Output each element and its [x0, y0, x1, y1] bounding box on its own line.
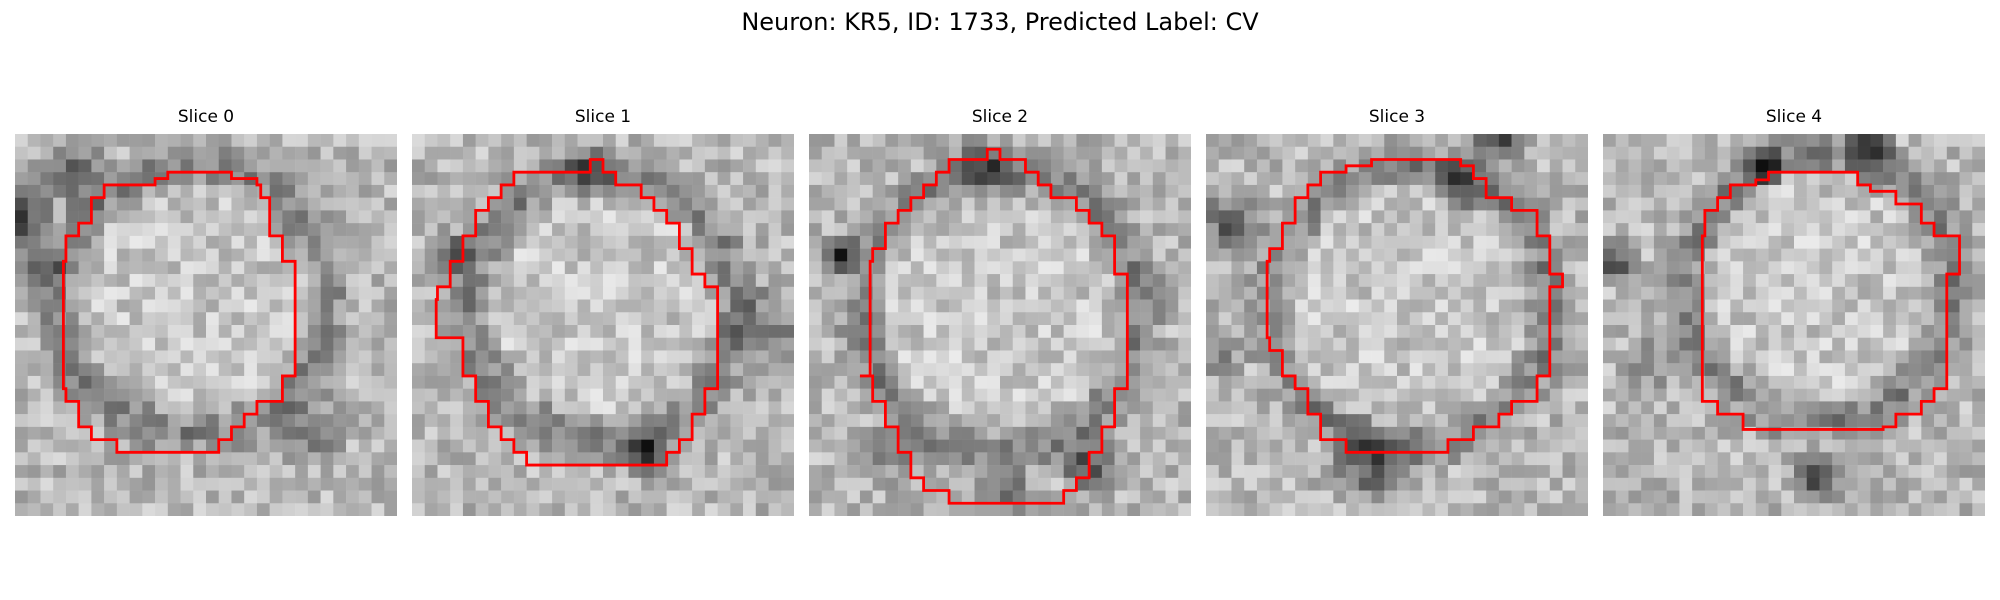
neuron-contour — [61, 170, 297, 454]
slice-panel-0: Slice 0 — [15, 106, 397, 516]
slice-image — [412, 134, 794, 516]
pixel-grid — [1206, 134, 1588, 516]
slice-panel-4: Slice 4 — [1603, 106, 1985, 516]
slice-title: Slice 2 — [971, 107, 1029, 127]
slice-title: Slice 0 — [177, 107, 235, 127]
pixel-grid — [15, 134, 397, 516]
slice-panel-2: Slice 2 — [809, 106, 1191, 516]
slice-image — [1603, 134, 1985, 516]
neuron-contour — [859, 147, 1129, 505]
slice-image — [15, 134, 397, 516]
slice-panel-1: Slice 1 — [412, 106, 794, 516]
slice-image — [809, 134, 1191, 516]
neuron-contour — [1700, 170, 1961, 431]
neuron-contour — [1265, 158, 1564, 454]
slice-title: Slice 4 — [1765, 107, 1823, 127]
slice-title: Slice 1 — [574, 107, 632, 127]
slice-title: Slice 3 — [1368, 107, 1426, 127]
figure-title: Neuron: KR5, ID: 1733, Predicted Label: … — [741, 8, 1259, 36]
slice-panel-3: Slice 3 — [1206, 106, 1588, 516]
pixel-grid — [412, 134, 794, 516]
pixel-grid — [1603, 134, 1985, 516]
slice-image — [1206, 134, 1588, 516]
pixel-grid — [809, 134, 1191, 516]
neuron-contour — [434, 158, 720, 467]
